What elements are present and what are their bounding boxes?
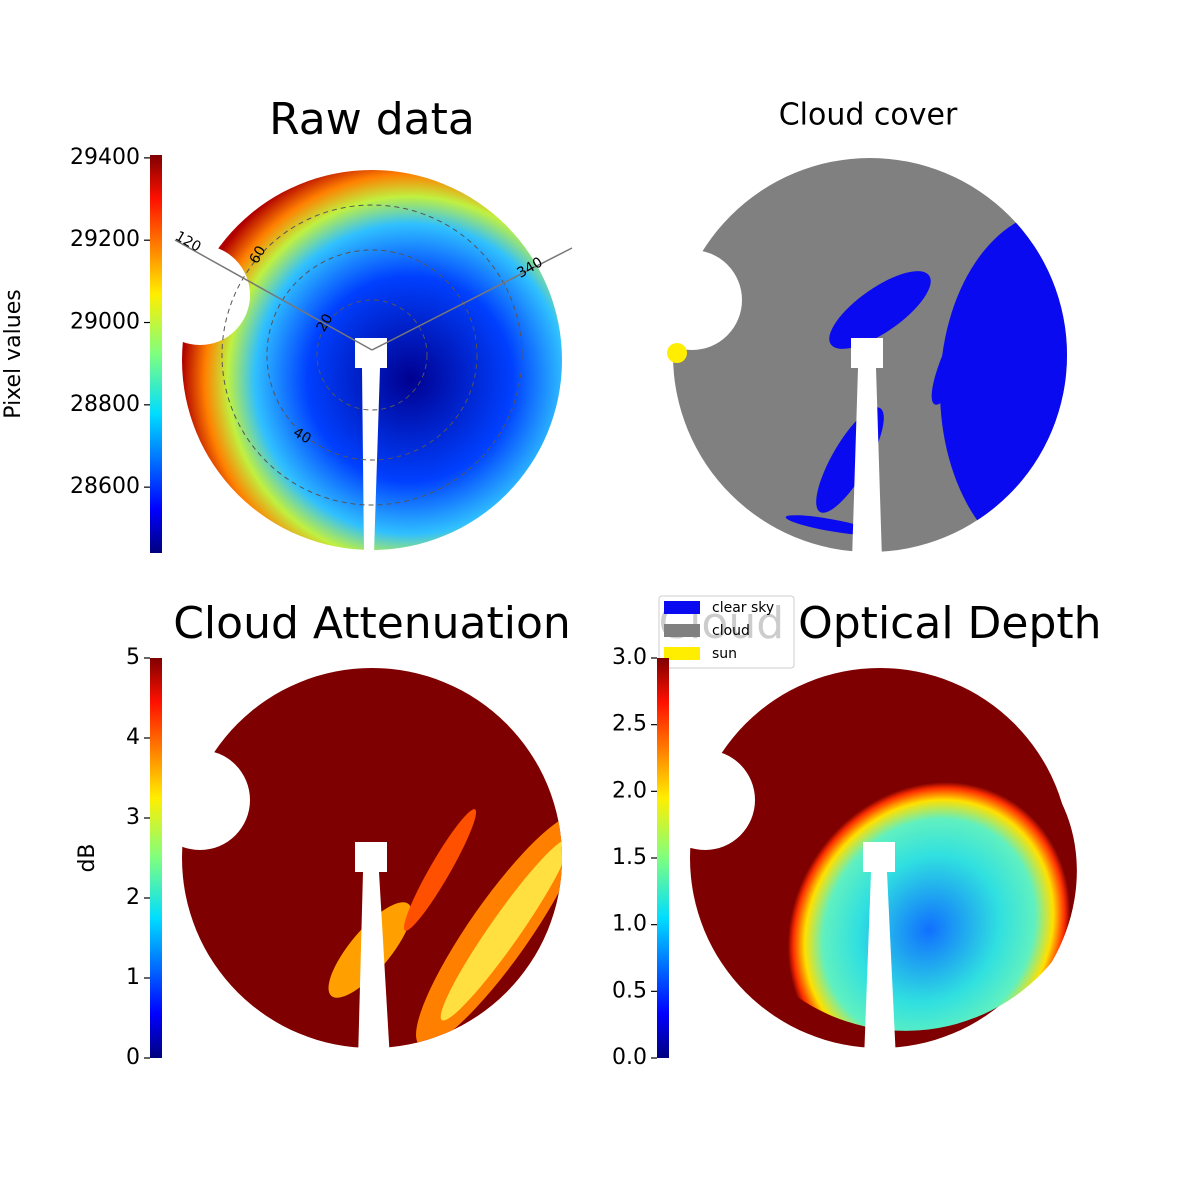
cloud-cover-image: [642, 158, 1067, 560]
colorbar: [657, 658, 669, 1058]
tick-label: 3.0: [612, 645, 647, 670]
tick-label: 1.5: [612, 845, 647, 870]
tick-label: 29400: [70, 145, 140, 170]
tick-label: 2.5: [612, 712, 647, 737]
panel-title: Cloud cover: [779, 98, 958, 133]
polar-label: 20: [314, 311, 337, 334]
legend-swatch: [664, 624, 700, 637]
tick-label: 1: [126, 965, 140, 990]
legend-swatch: [664, 601, 700, 614]
tick-label: 28600: [70, 474, 140, 499]
colorbar: [150, 658, 162, 1058]
raw-image: [150, 170, 573, 553]
polar-label: 60: [247, 243, 270, 266]
polar-label: 40: [290, 425, 313, 448]
colorbar-label: dB: [75, 843, 100, 872]
legend: clear sky cloud sun: [658, 595, 795, 669]
legend-label: sun: [712, 646, 737, 662]
tick-label: 29000: [70, 310, 140, 335]
tick-label: 0: [126, 1045, 140, 1070]
tick-label: 5: [126, 645, 140, 670]
panel-title: Cloud Attenuation: [173, 598, 571, 649]
attenuation-image: [150, 668, 562, 1060]
colorbar-label: Pixel values: [1, 289, 26, 418]
legend-label: cloud: [712, 623, 750, 639]
legend-swatch: [664, 647, 700, 660]
panel-title: Raw data: [269, 94, 475, 145]
tick-label: 0.0: [612, 1045, 647, 1070]
tick-label: 3: [126, 805, 140, 830]
tick-label: 29200: [70, 227, 140, 252]
tick-label: 4: [126, 725, 140, 750]
optical-depth-image: [655, 668, 1077, 1060]
tick-label: 0.5: [612, 978, 647, 1003]
legend-label: clear sky: [712, 600, 774, 616]
tick-label: 28800: [70, 392, 140, 417]
tick-label: 1.0: [612, 912, 647, 937]
tick-label: 2.0: [612, 778, 647, 803]
colorbar: [150, 155, 162, 553]
tick-label: 2: [126, 885, 140, 910]
